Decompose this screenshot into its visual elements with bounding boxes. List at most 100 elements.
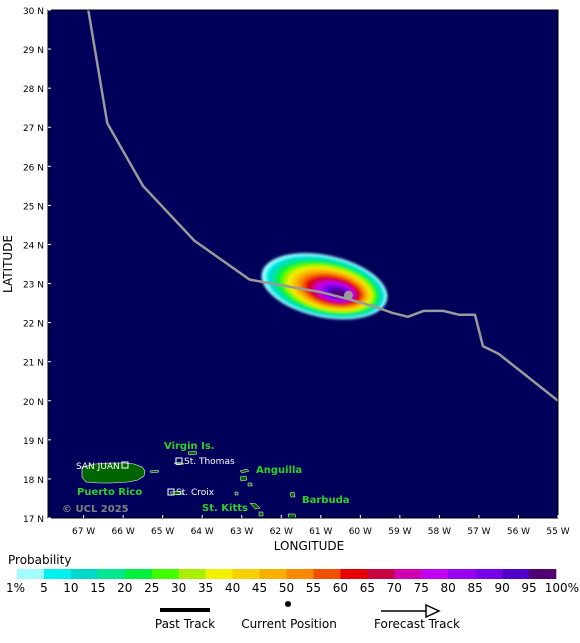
nevis-landmass — [258, 511, 264, 517]
st-croix-marker — [167, 488, 175, 496]
latitude-tick-label: 26 N — [23, 163, 44, 173]
st-thomas-marker — [175, 457, 183, 465]
legend-tick-label: 40 — [225, 581, 240, 595]
puerto-rico-landmass — [81, 462, 146, 484]
longitude-tick-label: 55 W — [546, 527, 569, 537]
legend-tick-label: 35 — [198, 581, 213, 595]
current-position-key-label: Current Position — [241, 617, 337, 631]
legend-color-swatch — [178, 569, 206, 579]
legend-color-swatch — [97, 569, 126, 579]
st-kitts-label: St. Kitts — [202, 503, 248, 514]
longitude-tick-label: 61 W — [309, 527, 332, 537]
latitude-tick-label: 20 N — [23, 398, 44, 408]
st-thomas-label: St. Thomas — [184, 457, 235, 467]
legend-tick-label: 70 — [387, 581, 402, 595]
longitude-tick-label: 66 W — [112, 527, 135, 537]
latitude-tick-label: 24 N — [23, 241, 44, 251]
latitude-tick-label: 28 N — [23, 85, 44, 95]
legend-tick-label: 60 — [333, 581, 348, 595]
probability-tick-labels: 1% 5 10 15 20 25 30 35 40 45 50 55 60 65 70 75 80 85 90 95 1… — [6, 581, 579, 595]
x-axis-title: LONGITUDE — [274, 539, 344, 553]
legend-tick-label: 5 — [40, 581, 48, 595]
copyright-label: © UCL 2025 — [62, 504, 129, 515]
longitude-tick-label: 56 W — [507, 527, 530, 537]
saba-landmass — [234, 491, 239, 496]
longitude-tick-label: 57 W — [467, 527, 490, 537]
latitude-tick-label: 18 N — [23, 476, 44, 486]
legend-color-swatch — [286, 569, 314, 579]
legend-tick-label: 50 — [279, 581, 294, 595]
legend-tick-label: 90 — [494, 581, 509, 595]
legend-color-swatch — [17, 569, 45, 579]
legend-tick-label: 25 — [144, 581, 159, 595]
forecast-track-key-arrowhead — [425, 603, 441, 619]
latitude-tick-label: 25 N — [23, 202, 44, 212]
y-axis-title: LATITUDE — [1, 235, 15, 293]
legend-tick-label: 80 — [441, 581, 456, 595]
legend-color-swatch — [448, 569, 476, 579]
virgin-islands-label: Virgin Is. — [164, 441, 215, 452]
legend-tick-label: 1% — [6, 581, 25, 595]
longitude-tick-label: 62 W — [270, 527, 293, 537]
legend-color-swatch — [394, 569, 422, 579]
storm-track-line — [87, 10, 558, 402]
longitude-tick-label: 59 W — [388, 527, 411, 537]
past-track-key-label: Past Track — [155, 617, 215, 631]
latitude-tick-label: 27 N — [23, 124, 44, 134]
legend-tick-label: 100% — [545, 581, 579, 595]
longitude-tick-label: 63 W — [230, 527, 253, 537]
legend-tick-label: 85 — [468, 581, 483, 595]
legend-tick-label: 55 — [306, 581, 321, 595]
legend-tick-label: 15 — [90, 581, 105, 595]
legend-color-swatch — [340, 569, 368, 579]
legend-tick-label: 45 — [252, 581, 267, 595]
longitude-tick-label: 65 W — [151, 527, 174, 537]
legend-tick-label: 30 — [171, 581, 186, 595]
legend-color-swatch — [502, 569, 530, 579]
anguilla-label: Anguilla — [256, 465, 302, 476]
vieques-landmass — [149, 469, 160, 474]
legend-color-swatch — [43, 569, 72, 579]
legend-title: Probability — [8, 553, 71, 567]
st-croix-label: St. Croix — [176, 488, 215, 498]
puerto-rico-label: Puerto Rico — [77, 487, 142, 498]
st-martin-landmass — [239, 475, 248, 482]
legend-tick-label: 65 — [360, 581, 375, 595]
legend-color-swatch — [124, 569, 153, 579]
barbuda-landmass — [289, 491, 296, 498]
tortola-landmass — [187, 450, 198, 456]
current-position-key-dot — [285, 601, 291, 607]
legend-tick-label: 20 — [117, 581, 132, 595]
legend-color-swatch — [421, 569, 449, 579]
legend-color-swatch — [232, 569, 260, 579]
latitude-tick-label: 23 N — [23, 281, 44, 291]
forecast-track-key-label: Forecast Track — [374, 617, 460, 631]
longitude-axis: 67 W 66 W 65 W 64 W 63 W 62 W 61 W 60 W 59 W 58 W… — [72, 515, 570, 537]
legend-color-swatch — [475, 569, 503, 579]
latitude-tick-label: 19 N — [23, 437, 44, 447]
latitude-axis: 30 N 29 N 28 N 27 N 26 N 25 N 24 N 23 N 22 N 21 N… — [23, 7, 51, 525]
legend-color-swatch — [205, 569, 233, 579]
latitude-tick-label: 29 N — [23, 46, 44, 56]
legend-color-swatch — [313, 569, 341, 579]
legend-color-swatch — [70, 569, 99, 579]
san-juan-marker — [121, 461, 129, 469]
current-position-marker — [343, 290, 353, 300]
latitude-tick-label: 22 N — [23, 320, 44, 330]
plot-area — [81, 10, 558, 518]
longitude-tick-label: 60 W — [349, 527, 372, 537]
plot-border — [47, 9, 559, 519]
legend-tick-label: 75 — [414, 581, 429, 595]
legend-color-swatch — [367, 569, 395, 579]
legend-tick-label: 10 — [63, 581, 78, 595]
legend-tick-label: 95 — [521, 581, 536, 595]
legend-color-swatch — [259, 569, 287, 579]
longitude-tick-label: 67 W — [72, 527, 95, 537]
antigua-landmass — [287, 513, 297, 518]
san-juan-label: SAN JUAN — [76, 462, 120, 472]
barbuda-label: Barbuda — [302, 495, 350, 506]
latitude-tick-label: 21 N — [23, 359, 44, 369]
longitude-tick-label: 58 W — [428, 527, 451, 537]
